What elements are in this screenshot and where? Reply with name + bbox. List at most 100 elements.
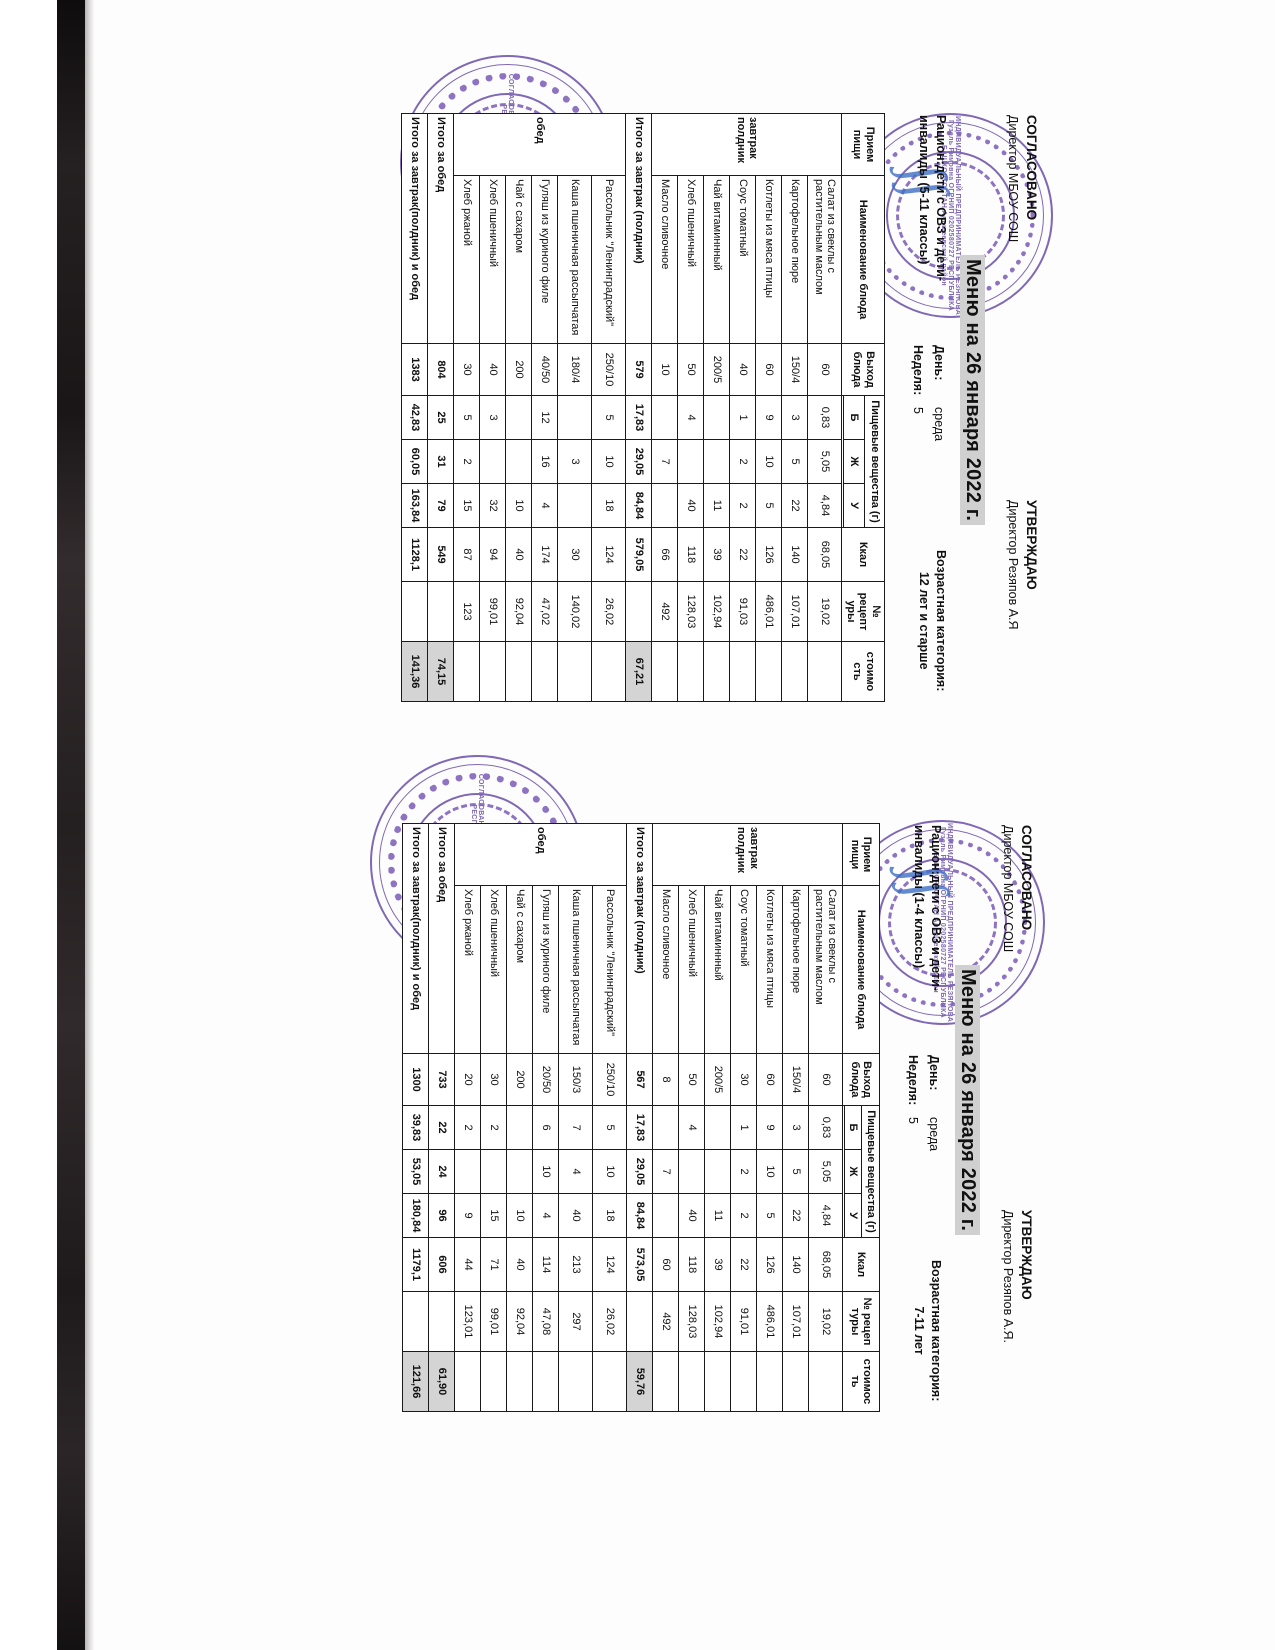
dish-name: Чай витаминнный: [703, 175, 730, 344]
dish-carbs: 40: [558, 1193, 593, 1238]
menu-table-5-11: Прием пищи Наименование блюда Выход блюд…: [401, 113, 885, 702]
dish-name: Масло сливочное: [652, 885, 679, 1054]
table-row: Хлеб пшеничный 40 3 32 94 99,01: [479, 114, 506, 702]
age-category-box: Возрастная категория: 12 лет и старше: [915, 550, 949, 691]
table-row: Каша пшеничная рассыпчатая 150/3 7 4 40 213 29…: [558, 824, 593, 1412]
dish-recipe-no: 99,01: [480, 1291, 507, 1352]
dish-name: Каша пшеничная рассыпчатая: [558, 885, 593, 1054]
table-row: завтрак полдник Салат из свеклы с растител…: [652, 823, 843, 1412]
table-row: Хлеб пшеничный 50 4 40 118 128,03: [677, 114, 704, 702]
section-total-carbs: 79: [427, 483, 454, 528]
grand-total-kcal: 1128,1: [401, 527, 428, 582]
grand-total-cost: 121,66: [402, 1351, 429, 1412]
dish-yield: 50: [677, 343, 704, 396]
table-row: Чай с сахаром 200 10 40 92,04: [505, 114, 532, 702]
grand-total-kcal: 1179,1: [402, 1237, 429, 1292]
dish-carbs: 15: [453, 483, 480, 528]
dish-cost: [704, 1351, 731, 1412]
dish-yield: 150/3: [558, 1053, 593, 1106]
section-total-label: Итого за завтрак (полдник): [625, 113, 652, 344]
dish-cost: [808, 1351, 843, 1412]
dish-name: Соус томатный: [730, 885, 757, 1054]
dish-kcal: 118: [678, 1237, 705, 1292]
approval-left-line2: Директор МБОУ СОШ: [1001, 825, 1015, 953]
dish-name: Чай с сахаром: [506, 885, 533, 1054]
table-row: Котлеты из мяса птицы 60 9 10 5 126 486,01: [755, 114, 782, 702]
dish-kcal: 68,05: [808, 1237, 843, 1292]
dish-fat: 3: [557, 439, 592, 484]
dish-name: Рассольник "Ленинградский": [592, 885, 627, 1054]
section-total-protein: 25: [427, 395, 454, 440]
dish-carbs: 22: [782, 1193, 809, 1238]
dish-name: Хлеб пшеничный: [479, 175, 506, 344]
section-total-protein: 17,83: [625, 395, 652, 440]
dish-fat: 2: [729, 439, 756, 484]
grand-total-fat: 60,05: [401, 439, 428, 484]
grand-total-carbs: 180,84: [402, 1193, 429, 1238]
section-total-carbs: 84,84: [625, 483, 652, 528]
dish-fat: [677, 439, 704, 484]
th-b: Б: [843, 395, 865, 440]
th-recept: № рецепт уры: [841, 581, 885, 642]
dish-cost: [677, 641, 704, 702]
dish-cost: [782, 1351, 809, 1412]
dish-cost: [453, 641, 480, 702]
dish-cost: [756, 1351, 783, 1412]
approval-left-line1: СОГЛАСОВАНО: [1024, 115, 1039, 221]
dish-kcal: 126: [755, 527, 782, 582]
dish-carbs: [557, 483, 592, 528]
approval-right: УТВЕРЖДАЮ Директор Резяпов А.Я: [1006, 500, 1039, 630]
dish-fat: [704, 1149, 731, 1194]
dish-cost: [781, 641, 808, 702]
dish-yield: 200/5: [704, 1053, 731, 1106]
dish-recipe-no: 102,94: [704, 1291, 731, 1352]
dish-fat: 10: [756, 1149, 783, 1194]
approval-left: СОГЛАСОВАНО Директор МБОУ СОШ: [1006, 115, 1039, 242]
section-total-kcal: 606: [428, 1237, 455, 1292]
dish-kcal: 126: [756, 1237, 783, 1292]
section-total-row: Итого за обед 733 22 24 96 606 61,90: [428, 823, 455, 1412]
dish-protein: 9: [755, 395, 782, 440]
dish-carbs: 2: [730, 1193, 757, 1238]
dish-recipe-no: 107,01: [782, 1291, 809, 1352]
th-zh: Ж: [844, 1149, 862, 1194]
dish-protein: 4: [678, 1105, 705, 1150]
dish-protein: 5: [591, 395, 626, 440]
dish-protein: 1: [729, 395, 756, 440]
dish-protein: 0,83: [807, 395, 842, 440]
dish-name: Салат из свеклы с растительным маслом: [808, 885, 843, 1054]
dish-cost: [479, 641, 506, 702]
section-total-recipe-no: [625, 581, 652, 642]
dish-kcal: 66: [651, 527, 678, 582]
dish-name: Гуляш из куриного филе: [531, 175, 558, 344]
dish-kcal: 39: [703, 527, 730, 582]
section-total-row: Итого за обед 804 25 31 79 549 74,15: [427, 113, 454, 702]
age-category-value: 12 лет и старше: [917, 571, 932, 670]
dish-cost: [480, 1351, 507, 1412]
section-total-fat: 24: [428, 1149, 455, 1194]
dish-recipe-no: 92,04: [506, 1291, 533, 1352]
menu-card-5-11: ИНДИВИДУАЛЬНЫЙ ПРЕДПРИНИМАТЕЛЬ РЕЗЯПОВА …: [145, 55, 1053, 800]
dish-protein: 3: [781, 395, 808, 440]
dish-recipe-no: 19,02: [808, 1291, 843, 1352]
dish-recipe-no: 128,03: [678, 1291, 705, 1352]
dish-fat: 5: [782, 1149, 809, 1194]
day-week-box: День: среда Неделя: 5: [907, 345, 950, 441]
dish-name: Хлеб ржаной: [453, 175, 480, 344]
dish-carbs: 11: [703, 483, 730, 528]
dish-carbs: 4: [532, 1193, 559, 1238]
dish-yield: 30: [480, 1053, 507, 1106]
day-label: День:: [932, 345, 946, 381]
dish-cost: [729, 641, 756, 702]
dish-recipe-no: 492: [651, 581, 678, 642]
dish-protein: 0,83: [808, 1105, 843, 1150]
dish-yield: 150/4: [782, 1053, 809, 1106]
table-row: Картофельное пюре 150/4 3 5 22 140 107,01: [782, 824, 809, 1412]
grand-total-row: Итого за завтрак(полдник) и обед 1383 42,8…: [401, 113, 428, 702]
th-kkal: Ккал: [842, 1237, 880, 1292]
th-cost: стоимос ть: [842, 1351, 880, 1412]
menu-table-body-5-11: завтрак полдник Салат из свеклы с растител…: [401, 113, 842, 702]
dish-fat: 10: [591, 439, 626, 484]
dish-kcal: 124: [592, 1237, 627, 1292]
week-value: 5: [910, 407, 925, 414]
